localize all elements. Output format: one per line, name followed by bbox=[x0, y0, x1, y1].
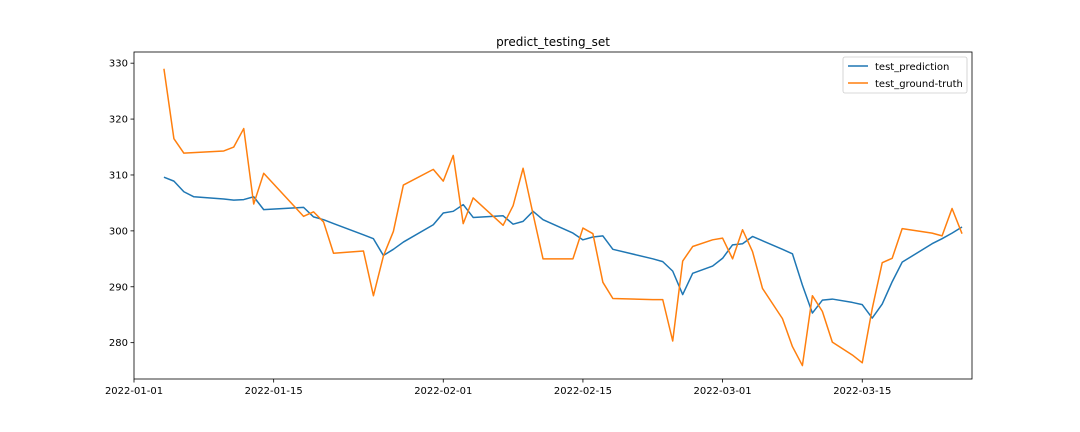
legend-box bbox=[842, 56, 968, 94]
x-tick-label: 2022-03-01 bbox=[694, 386, 752, 397]
y-tick-label: 330 bbox=[109, 59, 128, 70]
legend: test_prediction test_ground-truth bbox=[842, 56, 968, 94]
y-tick-label: 290 bbox=[109, 282, 128, 293]
x-axis: 2022-01-01 2022-01-15 2022-02-01 2022-02-15… bbox=[105, 379, 891, 397]
x-tick-label: 2022-01-01 bbox=[105, 386, 163, 397]
x-tick-label: 2022-01-15 bbox=[245, 386, 303, 397]
series-line-test-ground-truth bbox=[163, 68, 963, 367]
series-layer bbox=[163, 68, 963, 367]
y-tick-label: 280 bbox=[109, 338, 128, 349]
x-tick-label: 2022-02-15 bbox=[554, 386, 612, 397]
y-tick-label: 300 bbox=[109, 226, 128, 237]
legend-label-test-prediction: test_prediction bbox=[875, 62, 949, 73]
legend-label-test-ground-truth: test_ground-truth bbox=[875, 79, 963, 90]
chart-title: predict_testing_set bbox=[496, 35, 610, 49]
y-tick-label: 320 bbox=[109, 115, 128, 126]
x-tick-label: 2022-03-15 bbox=[833, 386, 891, 397]
plot-frame bbox=[133, 51, 973, 380]
x-tick-label: 2022-02-01 bbox=[414, 386, 472, 397]
y-tick-label: 310 bbox=[109, 170, 128, 181]
y-axis: 280 290 300 310 320 330 bbox=[109, 59, 134, 349]
